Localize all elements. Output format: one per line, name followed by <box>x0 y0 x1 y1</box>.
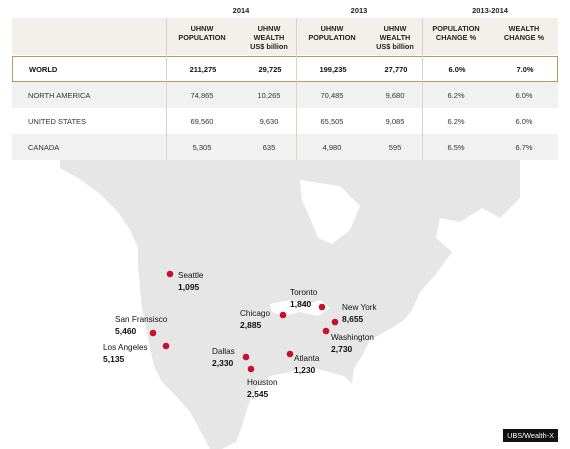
table-row-canada: CANADA 5,305 635 4,980 595 6.5% 6.7% <box>12 134 558 160</box>
city-marker: Seattle 1,095 <box>166 270 204 292</box>
year-range: 2013-2014 <box>472 6 508 15</box>
city-name: New York <box>342 303 377 312</box>
pop-change-cell: 6.2% <box>447 90 465 100</box>
pop-2013-cell: 65,505 <box>320 116 344 126</box>
city-name: Seattle <box>178 271 204 280</box>
city-dot <box>331 318 339 326</box>
city-value: 5,135 <box>103 354 125 364</box>
wealth-2013-cell: 9,085 <box>385 116 405 126</box>
city-marker: Toronto 1,840 <box>290 288 326 311</box>
wealth-2014-cell: 9,630 <box>259 116 279 126</box>
header-pop-change: POPULATION CHANGE % <box>432 24 480 42</box>
pop-change-cell: 6.5% <box>447 142 465 152</box>
north-america-map: Seattle 1,095 San Fransisco 5,460 Los Angele… <box>60 160 520 449</box>
city-marker: San Fransisco 5,460 <box>115 315 168 337</box>
wealth-2014-cell: 29,725 <box>258 64 282 74</box>
pop-2013-cell: 4,980 <box>322 142 342 152</box>
wealth-2013-cell: 595 <box>388 142 402 152</box>
city-value: 5,460 <box>115 326 137 336</box>
city-marker: Houston 2,545 <box>247 365 278 399</box>
wealth-2013-cell: 27,770 <box>384 64 408 74</box>
wealth-change-cell: 7.0% <box>516 64 534 74</box>
city-name: Los Angeles <box>103 343 148 352</box>
city-name: Washington <box>331 333 374 342</box>
city-value: 1,230 <box>294 365 316 375</box>
city-dot <box>286 350 294 358</box>
table-header-background <box>12 18 558 55</box>
wealth-2013-cell: 9,680 <box>385 90 405 100</box>
year-2014: 2014 <box>232 6 250 15</box>
region-cell: UNITED STATES <box>28 116 87 126</box>
table-row-north-america: NORTH AMERICA 74,865 10,265 70,485 9,680… <box>12 82 558 108</box>
pop-2014-cell: 5,305 <box>192 142 212 152</box>
pop-2013-cell: 199,235 <box>319 64 347 74</box>
pop-2014-cell: 74,865 <box>190 90 214 100</box>
pop-2014-cell: 211,275 <box>189 64 217 74</box>
city-value: 2,885 <box>240 320 262 330</box>
city-marker: Chicago 2,885 <box>240 309 287 330</box>
header-wealth-2014: UHNW WEALTH US$ billion <box>250 24 288 51</box>
region-cell: CANADA <box>28 142 60 152</box>
wealth-2014-cell: 10,265 <box>257 90 281 100</box>
header-wealth-2013: UHNW WEALTH US$ billion <box>376 24 414 51</box>
city-dot <box>149 329 157 337</box>
city-marker: New York 8,655 <box>331 303 377 326</box>
city-name: San Fransisco <box>115 315 168 324</box>
city-name: Houston <box>247 378 278 387</box>
year-header-row: 2014 2013 2013-2014 <box>12 6 558 18</box>
city-value: 1,095 <box>178 282 200 292</box>
pop-change-cell: 6.2% <box>447 116 465 126</box>
hudson-bay <box>300 180 360 244</box>
header-pop-2014: UHNW POPULATION <box>178 24 226 42</box>
column-divider <box>422 18 423 160</box>
wealth-change-cell: 6.0% <box>515 116 533 126</box>
header-wealth-change: WEALTH CHANGE % <box>503 24 545 42</box>
city-name: Toronto <box>290 288 318 297</box>
column-divider <box>166 18 167 160</box>
city-marker: Dallas 2,330 <box>212 347 250 368</box>
wealth-change-cell: 6.7% <box>515 142 533 152</box>
wealth-change-cell: 6.0% <box>515 90 533 100</box>
city-name: Chicago <box>240 309 270 318</box>
city-dot <box>318 303 326 311</box>
header-pop-2013: UHNW POPULATION <box>308 24 356 42</box>
region-cell: WORLD <box>29 64 58 74</box>
city-dot <box>162 342 170 350</box>
city-markers: Seattle 1,095 San Fransisco 5,460 Los Angele… <box>103 270 377 399</box>
city-value: 2,730 <box>331 344 353 354</box>
wealth-2014-cell: 635 <box>262 142 276 152</box>
source-label: UBS/Wealth-X <box>503 429 558 442</box>
wealth-table: 2014 2013 2013-2014 UHNW POPULATION UHNW… <box>12 0 558 160</box>
city-dot <box>166 270 174 278</box>
table-row-world: WORLD 211,275 29,725 199,235 27,770 6.0%… <box>12 56 558 82</box>
column-divider <box>296 18 297 160</box>
pop-change-cell: 6.0% <box>448 64 466 74</box>
year-2013: 2013 <box>350 6 368 15</box>
city-value: 1,840 <box>290 299 312 309</box>
city-value: 8,655 <box>342 314 364 324</box>
city-marker: Washington 2,730 <box>322 327 374 354</box>
pop-2014-cell: 69,560 <box>190 116 214 126</box>
city-marker: Atlanta 1,230 <box>286 350 320 375</box>
city-value: 2,330 <box>212 358 234 368</box>
pop-2013-cell: 70,485 <box>320 90 344 100</box>
city-name: Atlanta <box>294 354 320 363</box>
table-row-united-states: UNITED STATES 69,560 9,630 65,505 9,085 … <box>12 108 558 134</box>
city-dot <box>247 365 255 373</box>
city-dot <box>242 353 250 361</box>
city-value: 2,545 <box>247 389 269 399</box>
city-dot <box>322 327 330 335</box>
region-cell: NORTH AMERICA <box>28 90 91 100</box>
city-marker: Los Angeles 5,135 <box>103 342 170 364</box>
great-lakes <box>270 300 330 316</box>
gulf-of-mexico <box>250 380 334 422</box>
city-dot <box>279 311 287 319</box>
city-name: Dallas <box>212 347 235 356</box>
